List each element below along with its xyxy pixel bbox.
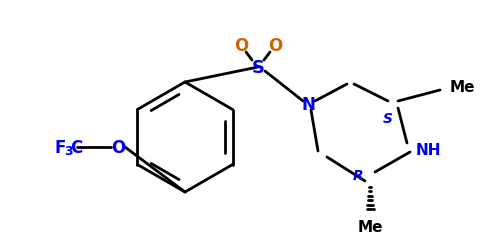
Text: O: O [268, 37, 282, 55]
Text: O: O [234, 37, 248, 55]
Text: F: F [55, 138, 66, 156]
Text: NH: NH [416, 143, 441, 158]
Text: S: S [383, 112, 393, 126]
Text: R: R [353, 168, 363, 182]
Text: N: N [301, 96, 315, 114]
Text: Me: Me [450, 80, 475, 95]
Text: Me: Me [357, 219, 383, 234]
Text: S: S [252, 59, 265, 77]
Text: C: C [70, 138, 82, 156]
Text: O: O [111, 138, 125, 156]
Text: 3: 3 [64, 145, 72, 158]
